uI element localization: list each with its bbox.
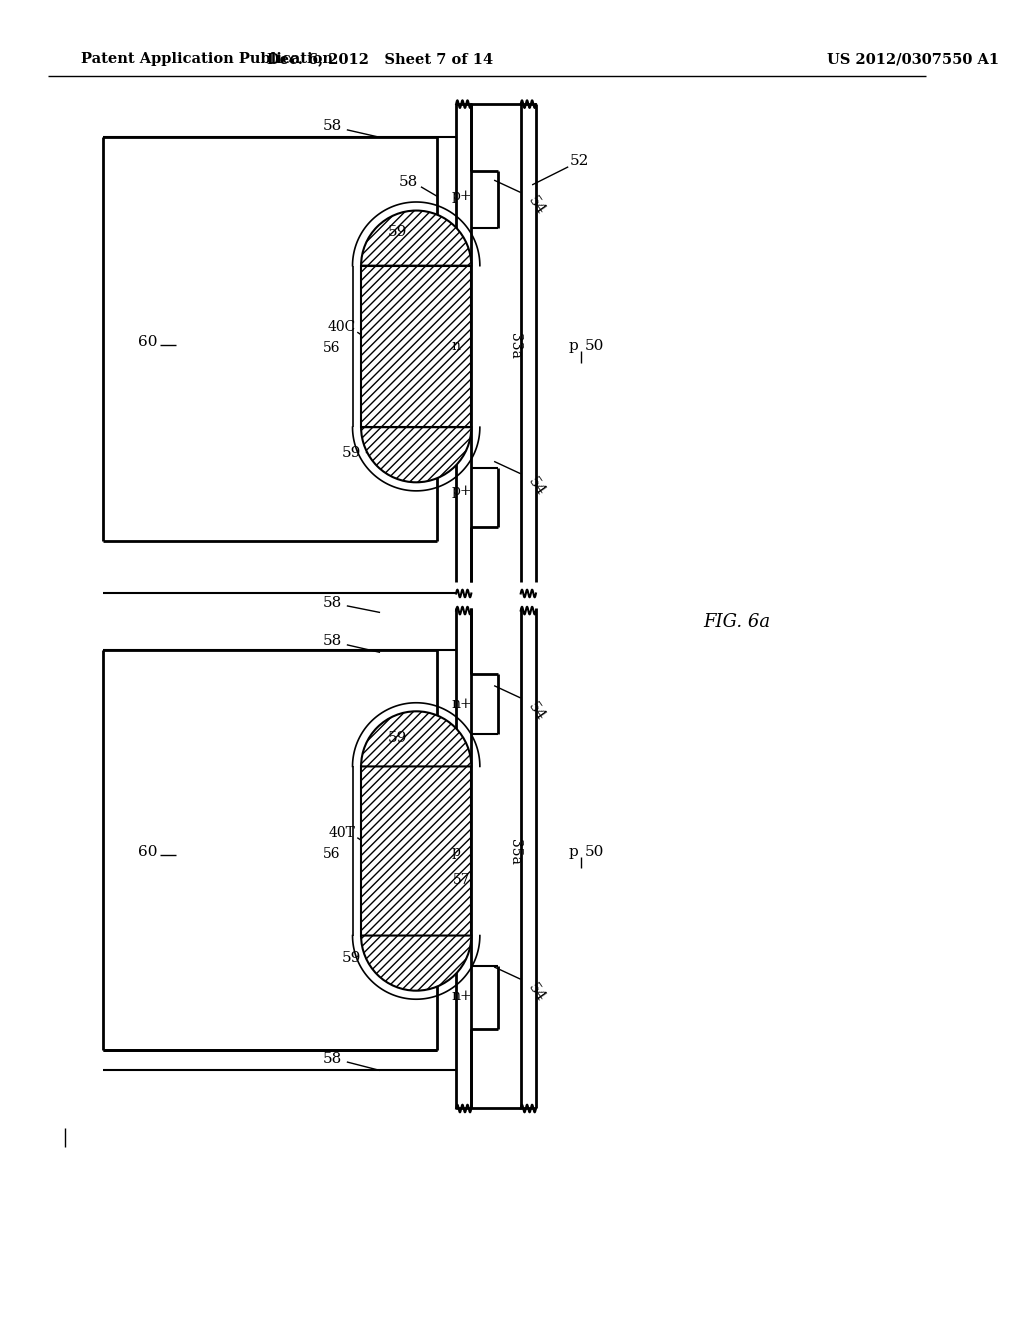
Text: Patent Application Publication: Patent Application Publication bbox=[81, 53, 333, 66]
Text: 58: 58 bbox=[323, 119, 342, 133]
Text: 56: 56 bbox=[323, 847, 340, 861]
Wedge shape bbox=[361, 428, 471, 482]
Text: 59: 59 bbox=[387, 731, 407, 744]
Text: 59: 59 bbox=[387, 226, 407, 239]
Text: n: n bbox=[452, 339, 461, 354]
Text: 59: 59 bbox=[342, 446, 361, 459]
Text: 50: 50 bbox=[585, 845, 604, 859]
Text: p: p bbox=[452, 845, 460, 859]
Text: FIG. 6a: FIG. 6a bbox=[703, 612, 770, 631]
Text: 59: 59 bbox=[342, 952, 361, 965]
Text: 50: 50 bbox=[585, 339, 604, 354]
Wedge shape bbox=[361, 936, 471, 991]
Text: n+: n+ bbox=[452, 990, 472, 1003]
Text: 54: 54 bbox=[525, 700, 548, 723]
Text: 60: 60 bbox=[137, 335, 157, 348]
Text: 58: 58 bbox=[323, 1052, 342, 1067]
Text: 40T: 40T bbox=[329, 826, 355, 840]
Text: 33a: 33a bbox=[508, 334, 522, 359]
Text: p: p bbox=[568, 845, 578, 859]
Bar bbox=[361, 265, 471, 428]
Bar bbox=[361, 767, 471, 936]
Text: n+: n+ bbox=[452, 697, 472, 710]
Text: 52: 52 bbox=[570, 154, 590, 168]
Text: 58: 58 bbox=[323, 597, 342, 610]
Text: 58: 58 bbox=[399, 176, 418, 189]
Text: 54: 54 bbox=[525, 981, 548, 1005]
Text: 35a: 35a bbox=[508, 840, 522, 865]
Wedge shape bbox=[361, 211, 471, 265]
Text: 54: 54 bbox=[525, 475, 548, 499]
Wedge shape bbox=[361, 711, 471, 767]
Text: 56: 56 bbox=[323, 342, 340, 355]
Text: p+: p+ bbox=[452, 484, 472, 498]
Text: Dec. 6, 2012   Sheet 7 of 14: Dec. 6, 2012 Sheet 7 of 14 bbox=[267, 53, 494, 66]
Text: p+: p+ bbox=[452, 189, 472, 203]
Text: p: p bbox=[568, 339, 578, 354]
Text: 40C: 40C bbox=[327, 321, 355, 334]
Text: 60: 60 bbox=[137, 845, 157, 859]
Text: 57: 57 bbox=[454, 874, 471, 887]
Text: US 2012/0307550 A1: US 2012/0307550 A1 bbox=[826, 53, 998, 66]
Text: 54: 54 bbox=[525, 194, 548, 218]
Text: 58: 58 bbox=[323, 634, 342, 648]
